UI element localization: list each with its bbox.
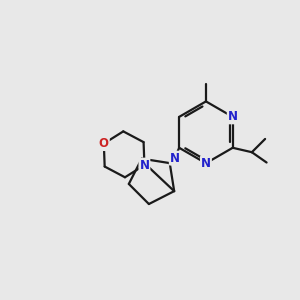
Text: N: N — [201, 157, 211, 170]
Text: O: O — [99, 137, 109, 150]
Text: N: N — [228, 110, 238, 123]
Text: N: N — [170, 152, 180, 165]
Text: N: N — [140, 159, 149, 172]
